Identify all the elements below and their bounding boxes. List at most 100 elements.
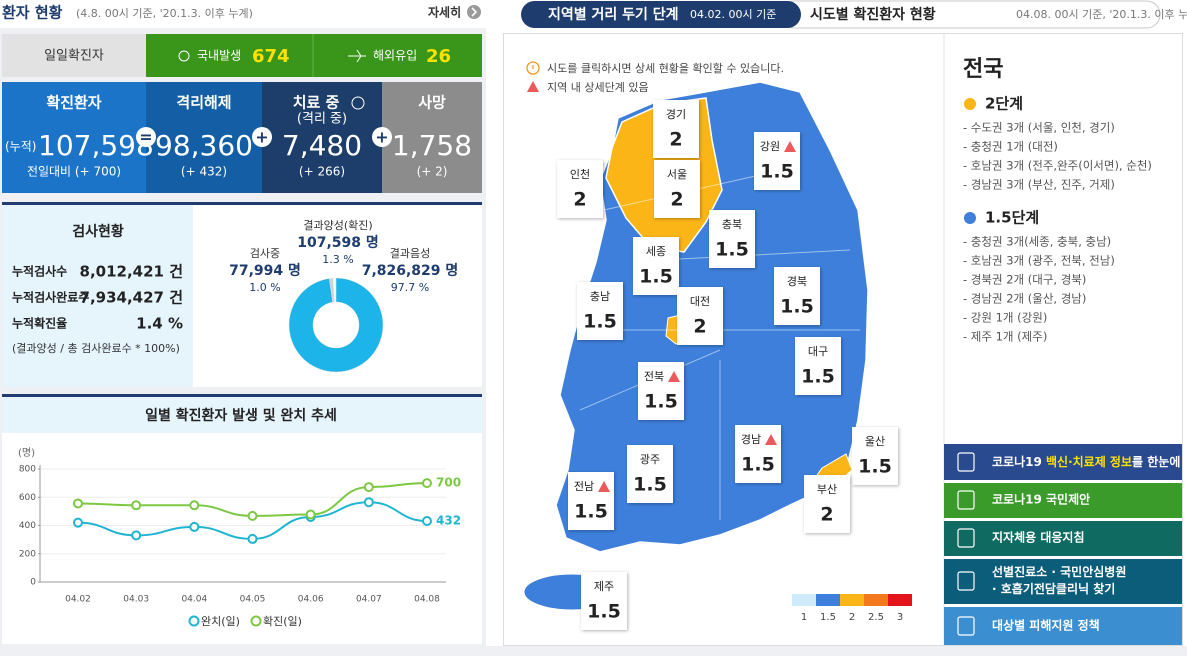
card-title: 사망 <box>418 94 446 112</box>
more-icon <box>467 5 481 19</box>
region-name: 울산 <box>865 435 885 448</box>
link-text[interactable]: 코로나19 <box>992 454 1046 469</box>
tests-label: 누적검사완료수 <box>12 290 89 305</box>
link-label[interactable]: 코로나19 백신·치료제 정보를 한눈에 <box>992 454 1180 469</box>
daily-overseas-label: 해외유입 <box>373 49 417 63</box>
region[interactable]: 충북 1.5 <box>709 210 755 268</box>
daily-label-box <box>2 34 146 77</box>
tests-value: 8,012,421 건 <box>80 263 183 281</box>
region[interactable]: 경기 2 <box>653 100 699 158</box>
data-point <box>73 498 83 509</box>
daily-overseas-value: 26 <box>426 46 451 67</box>
link-bg[interactable] <box>944 521 1182 556</box>
y-tick-label: 200 <box>19 549 36 559</box>
tab-active[interactable] <box>521 1 801 28</box>
link-bg[interactable] <box>944 559 1182 604</box>
y-tick-label: 0 <box>30 578 36 588</box>
donut-label: 결과음성 <box>390 247 430 260</box>
link-bg[interactable] <box>944 444 1182 480</box>
donut-label: 결과양성(확진) <box>303 219 372 232</box>
region[interactable]: 세종 1.5 <box>633 237 679 295</box>
region-card <box>754 132 800 190</box>
donut-segment <box>288 277 384 373</box>
region-level: 1.5 <box>780 296 814 318</box>
tab-title[interactable]: 지역별 거리 두기 단계 <box>548 6 679 23</box>
more-link[interactable]: 자세히 <box>428 5 461 20</box>
region-level: 2 <box>820 504 833 526</box>
link-text[interactable]: 를 한눈에 <box>1132 454 1180 469</box>
pin-icon <box>178 50 190 62</box>
region[interactable]: 울산 1.5 <box>852 427 898 485</box>
card-change: (+ 2) <box>417 165 448 179</box>
region[interactable]: 인천 2 <box>557 160 603 218</box>
group-item: - 강원 1개 (강원) <box>963 311 1047 325</box>
region[interactable]: 대구 1.5 <box>795 337 841 395</box>
region[interactable]: 전북 1.5 <box>638 362 684 420</box>
link-icon <box>957 528 975 548</box>
help-icon <box>351 96 365 110</box>
tests-value: 1.4 % <box>136 315 183 333</box>
region-level: 2 <box>573 189 586 211</box>
region[interactable]: 경북 1.5 <box>774 267 820 325</box>
group-item: - 제주 1개 (제주) <box>963 330 1047 344</box>
link-label[interactable]: · 호흡기전담클리닉 찾기 <box>992 581 1115 596</box>
data-point <box>131 530 142 541</box>
x-tick-label: 04.05 <box>240 595 266 605</box>
link-label[interactable]: 코로나19 국민제안 <box>992 492 1090 507</box>
warning-icon <box>784 141 796 152</box>
region-level: 1.5 <box>587 601 621 623</box>
link-bg[interactable] <box>944 607 1182 645</box>
daily-box <box>146 34 482 77</box>
region-level: 1.5 <box>639 266 673 288</box>
region[interactable]: 부산 2 <box>804 475 850 533</box>
x-tick-label: 04.03 <box>123 595 149 605</box>
tests-left <box>2 205 193 387</box>
region-card <box>677 287 723 345</box>
donut-percent: 1.3 % <box>322 253 353 266</box>
region[interactable]: 서울 2 <box>654 160 700 218</box>
donut-label: 검사중 <box>250 247 280 260</box>
link-label[interactable]: 선별진료소 · 국민안심병원 <box>992 564 1126 579</box>
region[interactable]: 강원 1.5 <box>754 132 800 190</box>
region-card <box>735 425 781 483</box>
legend-swatch <box>888 594 912 606</box>
card-value: 98,360 <box>155 129 253 162</box>
operator: + <box>375 128 388 147</box>
link-bg[interactable] <box>944 483 1182 518</box>
group-title: 2단계 <box>985 95 1023 113</box>
card-bg <box>2 82 146 193</box>
tab-title[interactable]: 시도별 확진환자 현황 <box>810 6 936 23</box>
region[interactable]: 대전 2 <box>677 287 723 345</box>
region[interactable]: 광주 1.5 <box>627 445 673 503</box>
region-name: 세종 <box>646 245 666 258</box>
trend-title-band <box>2 397 482 433</box>
group-item: - 수도권 3개 (서울, 인천, 경기) <box>963 121 1115 135</box>
link-text[interactable]: 백신·치료제 정보 <box>1046 454 1132 469</box>
region[interactable]: 전남 1.5 <box>568 472 614 530</box>
card-bg <box>146 82 262 193</box>
region[interactable]: 경남 1.5 <box>735 425 781 483</box>
group-item: - 호남권 3개 (전주,완주(이서면), 순천) <box>963 159 1152 173</box>
x-tick-label: 04.02 <box>65 595 91 605</box>
more-button[interactable] <box>467 5 481 19</box>
region[interactable]: 충남 1.5 <box>577 282 623 340</box>
region-name: 광주 <box>640 453 660 466</box>
trend-box <box>2 394 482 644</box>
card-title: 격리해제 <box>176 94 231 112</box>
link-label[interactable]: 대상별 피해지원 정책 <box>992 618 1100 633</box>
region-card <box>653 100 699 158</box>
card-prefix: (누적) <box>5 140 36 154</box>
donut-percent: 97.7 % <box>391 281 429 294</box>
legend-label: 2.5 <box>868 612 884 623</box>
link-label[interactable]: 지자체용 대응지침 <box>992 530 1085 545</box>
card-change: 전일대비 (+ 700) <box>27 165 121 179</box>
region-level: 1.5 <box>801 366 835 388</box>
region-card <box>633 237 679 295</box>
region-level: 2 <box>669 129 682 151</box>
y-tick-label: 800 <box>19 465 36 475</box>
group-item: - 충청권 1개 (대전) <box>963 140 1058 154</box>
card-title: 확진환자 <box>46 94 101 112</box>
link-icon <box>957 616 975 636</box>
daily-domestic-label: 국내발생 <box>197 49 241 63</box>
region[interactable]: 제주 1.5 <box>581 572 627 630</box>
